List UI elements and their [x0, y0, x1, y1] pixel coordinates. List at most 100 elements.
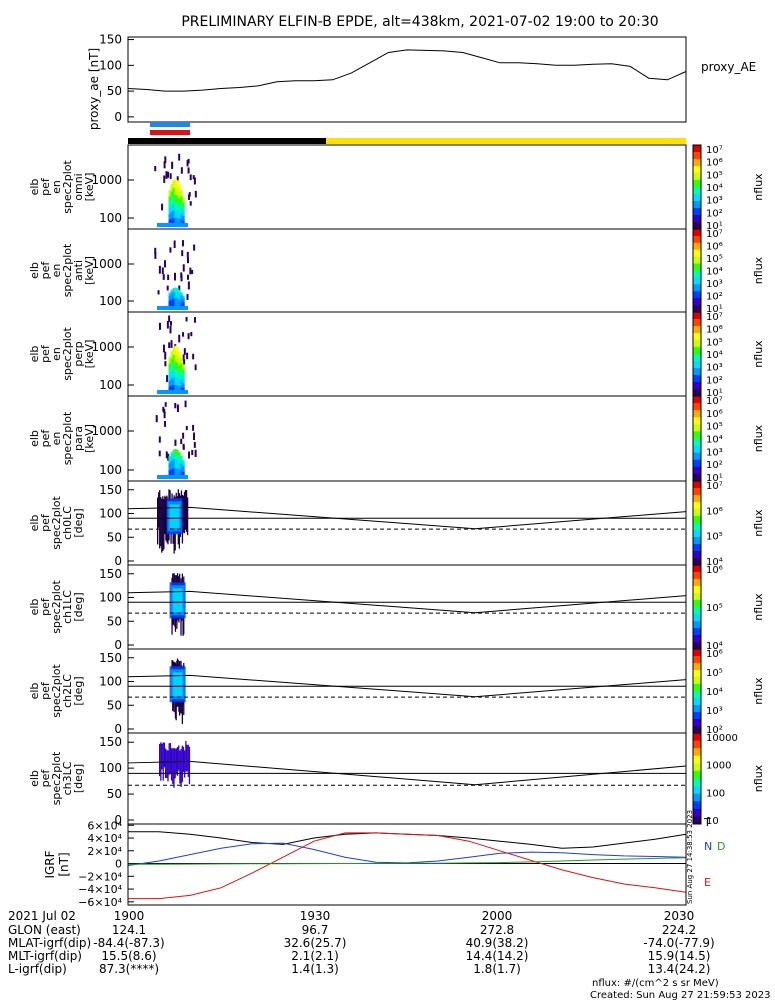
- colorbar-segment: [693, 456, 701, 461]
- pitch-streak: [164, 495, 166, 535]
- flux-floor: [157, 390, 188, 394]
- flux-cell: [178, 191, 181, 199]
- flux-speck: [165, 171, 168, 179]
- colorbar-tick-label: 10⁵: [706, 337, 723, 348]
- colorbar-segment: [693, 526, 701, 531]
- colorbar-segment: [693, 305, 701, 310]
- pitch-streak: [185, 490, 188, 533]
- colorbar-segment: [693, 343, 701, 348]
- flux-cell: [168, 380, 171, 387]
- panel-ylabel: [deg]: [72, 676, 85, 705]
- panel-ytick-label: 50: [107, 698, 122, 712]
- colorbar-segment: [693, 145, 701, 149]
- flux-cell: [182, 295, 185, 299]
- flux-cell: [170, 378, 173, 386]
- flux-cell: [180, 368, 183, 376]
- flux-cell: [174, 209, 177, 218]
- pitch-streak: [181, 745, 183, 783]
- column-value: 2.1(2.1): [291, 949, 339, 963]
- colorbar-segment: [693, 561, 701, 566]
- colorbar-segment: [693, 519, 701, 524]
- flux-speck: [174, 402, 177, 409]
- colorbar-tick-label: 10⁶: [706, 565, 723, 576]
- pitch-streak: [182, 495, 185, 533]
- colorbar-tick-label: 10⁴: [706, 435, 723, 446]
- flux-speck: [188, 192, 191, 197]
- flux-cell: [172, 202, 175, 211]
- pitch-core: [169, 504, 180, 529]
- panel-ylabel-line: elb: [28, 515, 41, 532]
- flux-speck: [154, 247, 157, 254]
- pitch-streak: [161, 498, 163, 553]
- colorbar-tick-label: 10⁷: [706, 396, 723, 407]
- colorbar-label-text: nflux: [752, 677, 765, 705]
- flux-cell: [178, 351, 181, 359]
- colorbar-segment: [693, 736, 701, 742]
- colorbar-segment: [693, 600, 701, 604]
- colorbar-segment: [693, 778, 701, 783]
- panel-ylabel: ch0LC: [61, 506, 74, 540]
- flux-speck: [158, 265, 161, 274]
- flux-speck: [166, 285, 169, 291]
- flux-cell: [182, 465, 185, 470]
- panel-ylabel-line: spec2plot: [50, 664, 63, 718]
- igrf-ytick-label: 2×10⁴: [87, 845, 122, 858]
- flux-speck: [163, 411, 166, 419]
- colorbar-segment: [693, 593, 701, 597]
- colorbar-segment: [693, 575, 701, 580]
- flux-cell: [180, 380, 183, 387]
- colorbar-segment: [693, 159, 701, 163]
- pitch-streak: [185, 741, 187, 772]
- ae-ytick-label: 100: [99, 58, 122, 72]
- panel-ylabel: [keV]: [83, 173, 96, 202]
- ae-line: [127, 49, 687, 92]
- colorbar-tick-label: 10⁷: [706, 229, 723, 240]
- colorbar-tick-label: 10⁷: [706, 145, 723, 156]
- colorbar-segment: [693, 459, 701, 464]
- colorbar-segment: [693, 617, 701, 622]
- ae-ylabel-text: proxy_ae [nT]: [87, 48, 101, 130]
- panel-ylabel-line: en: [50, 432, 63, 446]
- colorbar-segment: [693, 607, 701, 611]
- colorbar-segment: [693, 197, 701, 202]
- colorbar-segment: [693, 744, 701, 749]
- flux-cell: [176, 202, 179, 211]
- colorbar-segment: [693, 708, 701, 713]
- colorbar-segment: [693, 505, 701, 510]
- flux-speck: [166, 321, 169, 329]
- panel-ytick-label: 150: [99, 567, 122, 581]
- pitch-streak: [170, 748, 173, 781]
- igrf-panel: IGRF [nT]−6×10⁴−4×10⁴−2×10⁴02×10⁴4×10⁴6×1…: [43, 816, 725, 909]
- colorbar-segment: [693, 516, 701, 520]
- column-value: 272.8: [480, 923, 514, 937]
- column-value: 40.9(38.2): [466, 936, 529, 950]
- panel-ytick-label: 100: [99, 463, 122, 477]
- flux-speck: [187, 167, 190, 174]
- flux-speck: [180, 167, 183, 174]
- colorbar-segment: [693, 312, 701, 316]
- x-tick-label: 1900: [114, 909, 145, 923]
- colorbar-segment: [693, 431, 701, 436]
- panel-ytick-label: 0: [114, 722, 122, 736]
- colorbar-segment: [693, 677, 701, 681]
- colorbar-segment: [693, 166, 701, 170]
- colorbar-segment: [693, 488, 701, 492]
- flux-speck: [191, 449, 194, 456]
- flux-speck: [169, 173, 172, 179]
- flux-cell: [174, 194, 177, 203]
- colorbar-tick-label: 10⁴: [706, 350, 723, 361]
- colorbar-segment: [693, 558, 701, 562]
- flux-cell: [182, 468, 185, 472]
- panel-ylabel: en: [50, 264, 63, 278]
- flux-cell: [182, 368, 185, 375]
- flux-cell: [174, 376, 177, 385]
- colorbar-segment: [693, 350, 701, 355]
- panel-ylabel-line: ch1LC: [61, 590, 74, 624]
- flux-speck: [161, 267, 164, 275]
- sunlight-bar-shadow: [128, 138, 326, 144]
- flux-cell: [168, 213, 171, 220]
- colorbar-tick-label: 10⁵: [706, 532, 723, 543]
- colorbar-segment: [693, 215, 701, 219]
- colorbar-segment: [693, 410, 701, 415]
- flux-cell: [170, 191, 173, 199]
